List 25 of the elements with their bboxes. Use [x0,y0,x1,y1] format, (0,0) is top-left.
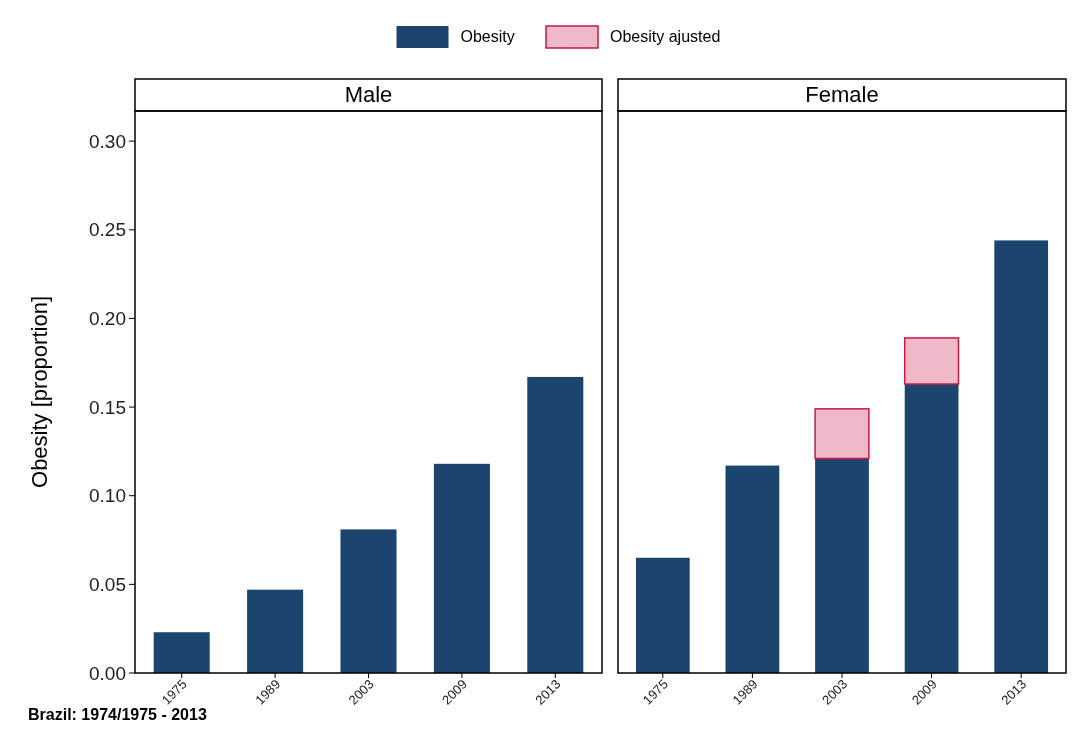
bar [903,337,960,385]
y-tick-label: 0.15 [89,396,126,418]
legend-label: Obesity [460,28,515,45]
text: Brazil: 1974/1975 - 2013 [28,706,207,723]
legend-label: Obesity ajusted [610,28,721,45]
chart-title: Male [344,82,393,107]
bar [814,408,870,460]
bar [904,384,959,673]
y-tick-label: 0.05 [89,574,126,596]
bar [994,240,1049,673]
chart-title: Female [805,82,879,107]
bar [153,632,210,673]
bar [527,376,584,673]
y-tick-label: 0.20 [89,308,126,330]
y-axis-title: Obesity [proportion] [27,296,52,488]
bar [815,458,869,673]
bar [635,557,690,673]
bar [340,529,397,673]
bar [725,465,780,673]
bar [247,589,304,673]
y-tick-label: 0.30 [89,130,126,152]
y-tick-label: 0.25 [89,219,126,241]
y-tick-label: 0.10 [89,485,126,507]
bar [433,463,490,673]
y-tick-label: 0.00 [89,662,126,684]
